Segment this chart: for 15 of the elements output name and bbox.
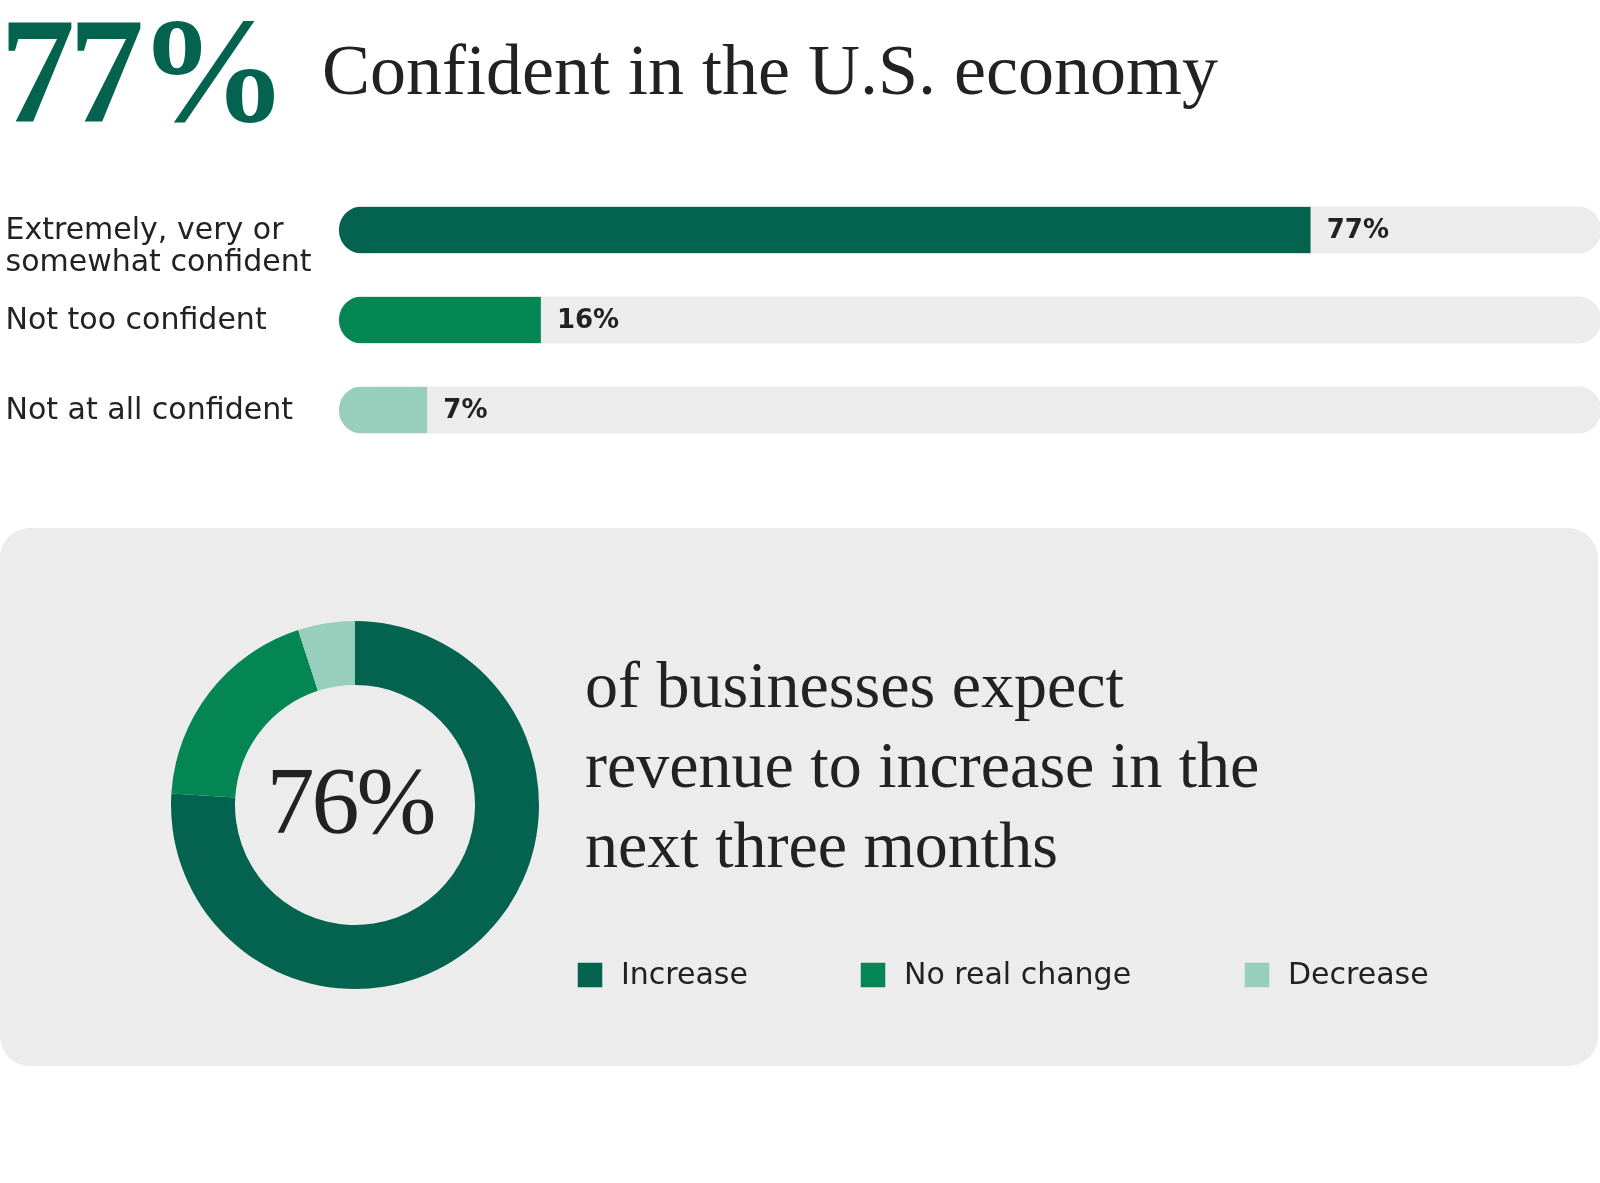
text: 77%	[0, 0, 282, 153]
y-tick-label: Not too confident	[5, 301, 267, 336]
data-label: 16%	[556, 304, 620, 334]
text: 76%	[265, 745, 435, 856]
text: of businesses expect revenue to increase in the next three months	[585, 647, 1261, 883]
donut-slice	[298, 621, 355, 691]
data-label: 77%	[1326, 214, 1389, 244]
legend-label: No real change	[904, 956, 1132, 991]
y-tick-label: Not at all confident	[5, 391, 294, 426]
donut-slice	[171, 621, 539, 989]
y-tick-label: Extremely, very or somewhat confident	[5, 211, 312, 278]
legend-label: Decrease	[1288, 956, 1429, 991]
data-label: 7%	[443, 394, 488, 424]
chart-title: Confident in the U.S. economy	[322, 28, 1218, 112]
legend-label: Increase	[621, 956, 748, 991]
